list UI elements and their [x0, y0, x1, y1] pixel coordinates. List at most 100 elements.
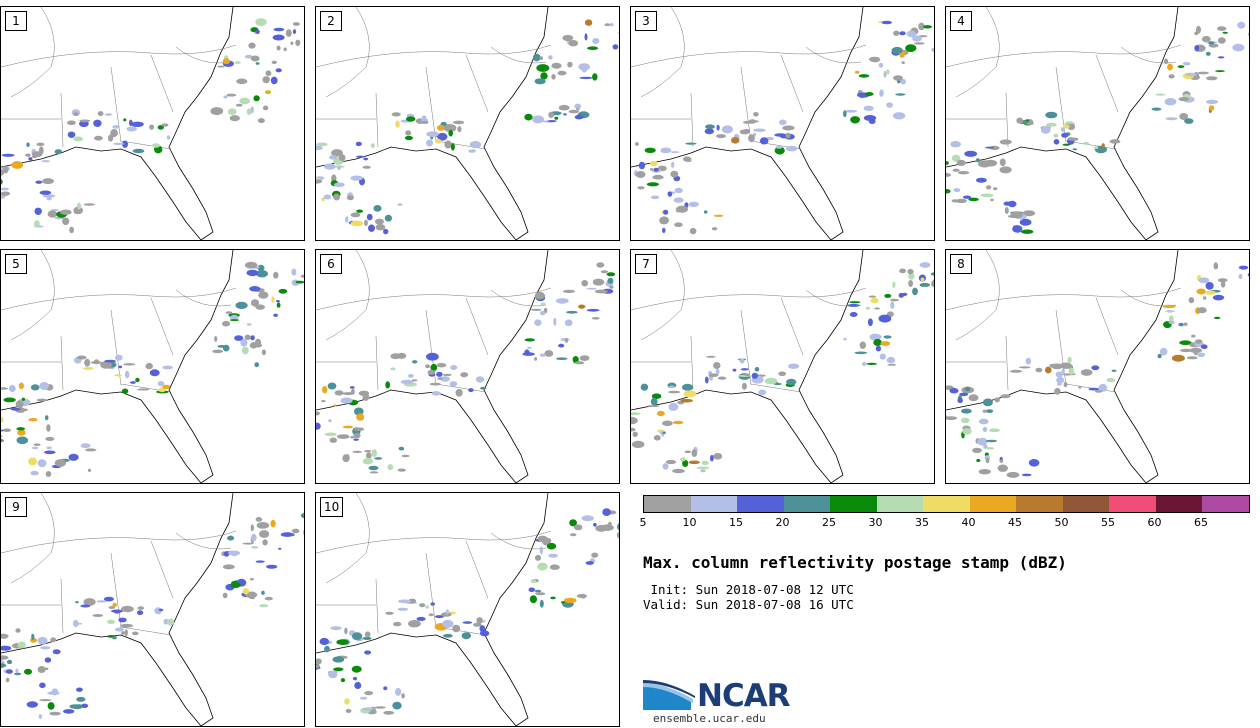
reflectivity-cell: [370, 143, 375, 149]
reflectivity-cell: [689, 227, 697, 235]
reflectivity-cell: [103, 596, 114, 602]
reflectivity-cell: [30, 384, 40, 391]
reflectivity-cell: [223, 551, 230, 557]
reflectivity-cell: [366, 213, 373, 221]
reflectivity-cell: [863, 105, 874, 112]
reflectivity-cell: [1208, 41, 1215, 45]
state-border: [690, 92, 694, 148]
reflectivity-cell: [292, 22, 300, 26]
reflectivity-cell: [375, 218, 384, 225]
reflectivity-cell: [406, 116, 416, 122]
reflectivity-cell: [701, 460, 709, 465]
reflectivity-cell: [602, 508, 611, 516]
reflectivity-cell: [34, 207, 42, 215]
reflectivity-cell: [1213, 262, 1219, 270]
reflectivity-cell: [283, 47, 287, 52]
reflectivity-cell: [295, 39, 301, 46]
state-border: [1005, 335, 1009, 391]
reflectivity-cell: [1062, 143, 1071, 146]
reflectivity-cell: [1053, 133, 1059, 138]
reflectivity-cell: [292, 29, 297, 35]
reflectivity-cell: [1238, 273, 1243, 280]
reflectivity-cell: [1021, 473, 1032, 477]
reflectivity-cell: [329, 437, 337, 443]
reflectivity-cell: [255, 29, 260, 34]
reflectivity-cell: [1212, 294, 1225, 301]
state-border: [375, 92, 379, 148]
colorbar-segment: [644, 496, 691, 512]
reflectivity-cell: [114, 374, 122, 377]
reflectivity-cell: [340, 397, 353, 404]
colorbar-tick-label: 25: [822, 516, 836, 529]
reflectivity-cell: [1109, 139, 1121, 144]
reflectivity-cell: [999, 459, 1004, 463]
reflectivity-cell: [999, 166, 1012, 174]
reflectivity-cell: [524, 113, 533, 121]
reflectivity-cell: [753, 128, 766, 132]
reflectivity-cell: [1035, 367, 1043, 373]
map-panel: 1: [0, 6, 305, 241]
reflectivity-cell: [886, 69, 890, 75]
reflectivity-cell: [551, 74, 556, 80]
reflectivity-cell: [364, 691, 374, 696]
reflectivity-cell: [323, 194, 331, 200]
reflectivity-cell: [54, 149, 62, 155]
reflectivity-cell: [16, 436, 29, 445]
reflectivity-cell: [226, 93, 237, 97]
reflectivity-cell: [442, 373, 452, 377]
reflectivity-cell: [270, 76, 278, 85]
reflectivity-cell: [1028, 119, 1033, 125]
reflectivity-cell: [1045, 122, 1057, 127]
reflectivity-cell: [606, 272, 616, 277]
reflectivity-cell: [1238, 265, 1249, 270]
reflectivity-cell: [705, 376, 709, 384]
map-panel: 2: [315, 6, 620, 241]
reflectivity-cell: [912, 287, 918, 296]
reflectivity-cell: [688, 460, 700, 465]
reflectivity-cell: [540, 310, 546, 316]
reflectivity-cell: [83, 598, 96, 606]
reflectivity-cell: [400, 379, 414, 385]
reflectivity-cell: [919, 282, 931, 287]
reflectivity-cell: [271, 60, 277, 64]
reflectivity-cell: [993, 187, 998, 191]
reflectivity-cell: [434, 615, 444, 619]
reflectivity-cell: [157, 125, 164, 130]
reflectivity-cell: [5, 669, 13, 674]
reflectivity-cell: [47, 210, 58, 218]
reflectivity-cell: [364, 631, 371, 638]
reflectivity-cell: [46, 197, 52, 201]
reflectivity-cell: [234, 335, 244, 341]
reflectivity-cell: [711, 227, 718, 231]
reflectivity-cell: [240, 338, 248, 347]
reflectivity-cell: [574, 361, 585, 365]
reflectivity-cell: [843, 110, 847, 118]
state-border: [375, 578, 379, 634]
reflectivity-cell: [37, 636, 48, 645]
reflectivity-cell: [879, 89, 884, 97]
reflectivity-cell: [759, 137, 769, 145]
reflectivity-cell: [632, 431, 638, 437]
reflectivity-cell: [270, 519, 276, 528]
reflectivity-cell: [93, 119, 102, 128]
reflectivity-cell: [1080, 369, 1093, 376]
reflectivity-cell: [788, 363, 800, 369]
reflectivity-cell: [457, 126, 462, 133]
state-border: [1, 287, 237, 311]
reflectivity-cell: [660, 147, 672, 154]
reflectivity-cell: [1217, 37, 1226, 44]
reflectivity-cell: [683, 390, 697, 398]
reflectivity-cell: [946, 172, 952, 178]
reflectivity-cell: [11, 161, 23, 169]
reflectivity-cell: [1053, 139, 1060, 145]
reflectivity-cell: [469, 141, 482, 149]
reflectivity-cell: [870, 297, 879, 304]
reflectivity-cell: [36, 398, 48, 402]
reflectivity-cell: [249, 286, 261, 292]
reflectivity-cell: [87, 468, 92, 472]
reflectivity-cell: [706, 355, 716, 358]
reflectivity-cell: [708, 373, 719, 377]
state-border: [740, 309, 752, 386]
reflectivity-cell: [76, 687, 83, 692]
reflectivity-cell: [385, 381, 391, 389]
